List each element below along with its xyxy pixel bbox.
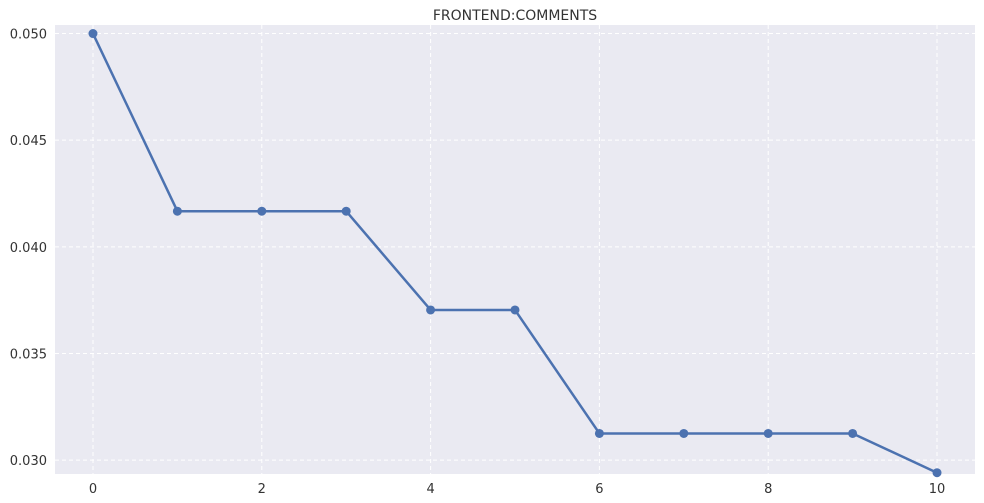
data-point <box>341 206 351 216</box>
x-tick-label: 8 <box>764 482 772 497</box>
data-point <box>594 428 604 438</box>
x-tick-label: 0 <box>89 482 97 497</box>
data-point <box>510 305 520 315</box>
y-tick-label: 0.030 <box>10 454 47 469</box>
y-tick-label: 0.050 <box>10 28 47 43</box>
data-point <box>257 206 267 216</box>
data-point <box>172 206 182 216</box>
chart-title: FRONTEND:COMMENTS <box>433 8 597 24</box>
x-tick-label: 10 <box>929 482 946 497</box>
grid-lines <box>55 25 975 474</box>
y-tick-label: 0.035 <box>10 347 47 362</box>
data-point <box>848 428 858 438</box>
y-tick-label: 0.040 <box>10 241 47 256</box>
data-point <box>426 305 436 315</box>
data-point <box>763 428 773 438</box>
x-tick-label: 4 <box>426 482 434 497</box>
x-tick-label: 2 <box>258 482 266 497</box>
x-tick-label: 6 <box>595 482 603 497</box>
y-axis-ticks: 0.030 0.035 0.040 0.045 0.050 <box>10 28 47 470</box>
data-point <box>679 428 689 438</box>
data-point <box>88 29 98 39</box>
x-axis-ticks: 0 2 4 6 8 10 <box>89 482 945 497</box>
plot-area <box>55 25 975 474</box>
series-layer <box>88 29 942 478</box>
data-point <box>932 468 942 478</box>
y-tick-label: 0.045 <box>10 134 47 149</box>
